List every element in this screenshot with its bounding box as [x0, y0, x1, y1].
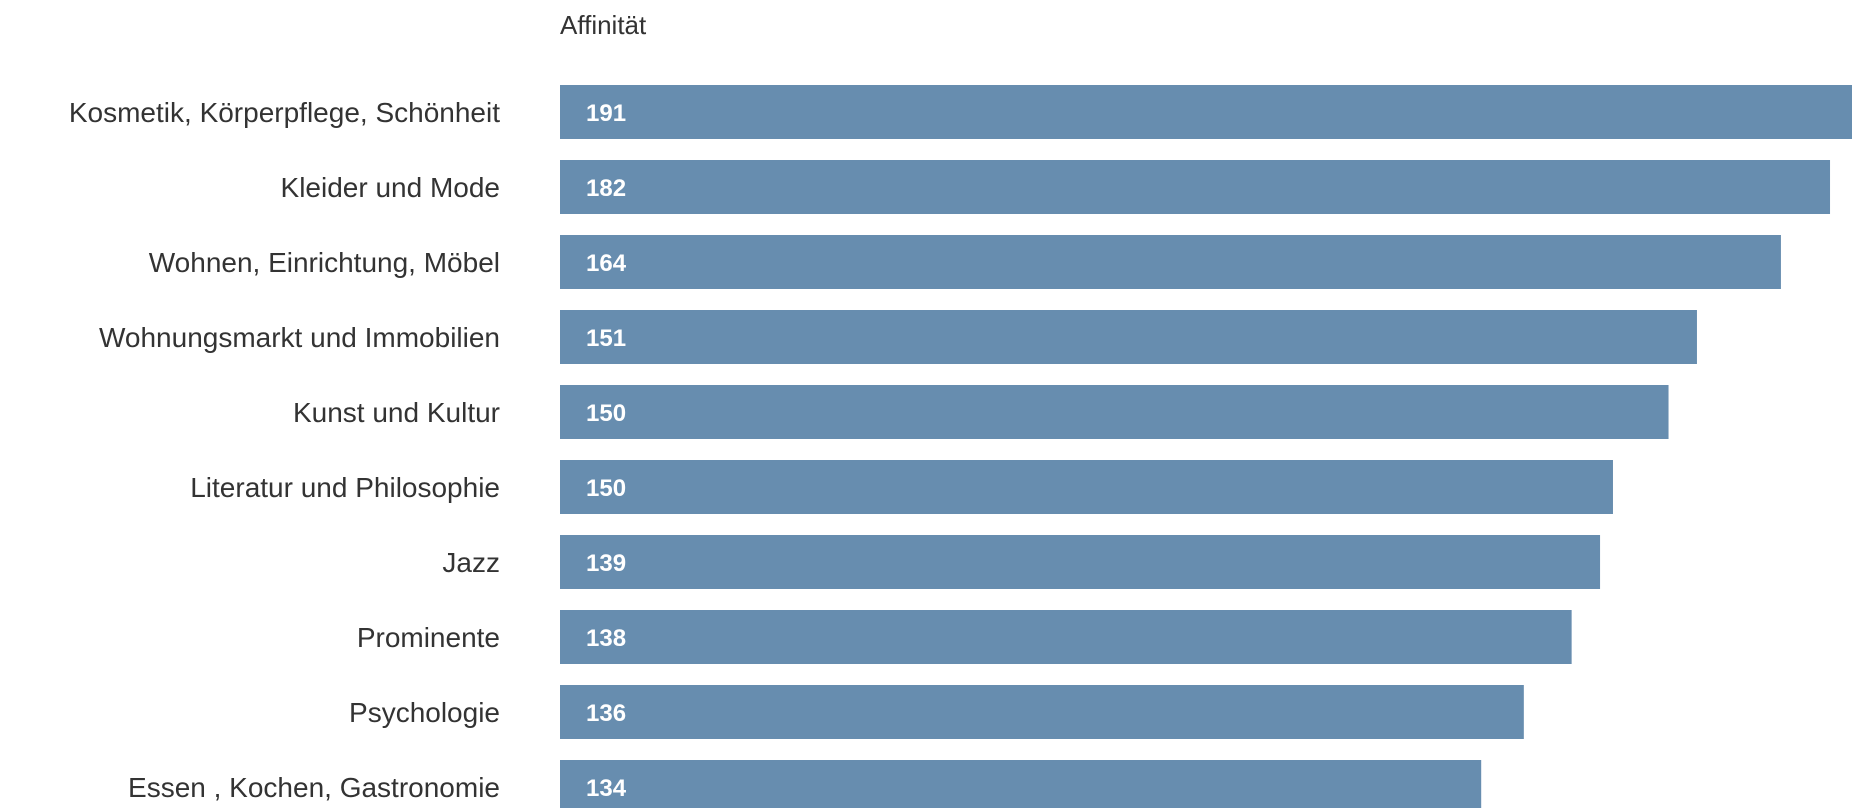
value-label: 164 [586, 250, 627, 277]
chart-title: Affinität [560, 10, 647, 40]
category-label: Wohnen, Einrichtung, Möbel [149, 247, 500, 278]
value-label: 150 [586, 400, 626, 427]
value-label: 138 [586, 625, 626, 652]
category-label: Kleider und Mode [281, 172, 500, 203]
value-label: 136 [586, 700, 626, 727]
category-label: Prominente [357, 622, 500, 653]
category-label: Wohnungsmarkt und Immobilien [99, 322, 500, 353]
bar [560, 85, 1852, 139]
category-label: Kunst und Kultur [293, 397, 500, 428]
bar [560, 460, 1613, 514]
bars-group: Kosmetik, Körperpflege, Schönheit 191 Klei… [69, 85, 1852, 808]
bar [560, 685, 1524, 739]
value-label: 139 [586, 550, 626, 577]
bar [560, 385, 1669, 439]
category-label: Essen , Kochen, Gastronomie [128, 772, 500, 803]
category-label: Kosmetik, Körperpflege, Schönheit [69, 97, 500, 128]
bar [560, 535, 1601, 589]
value-label: 182 [586, 175, 626, 202]
bar [560, 160, 1831, 214]
value-label: 191 [586, 100, 626, 127]
bar [560, 235, 1781, 289]
bar [560, 610, 1572, 664]
value-label: 151 [586, 325, 626, 352]
value-label: 150 [586, 475, 626, 502]
category-label: Psychologie [349, 697, 500, 728]
bar [560, 760, 1482, 808]
value-label: 134 [586, 775, 627, 802]
bar [560, 310, 1697, 364]
category-label: Literatur und Philosophie [190, 472, 500, 503]
category-label: Jazz [442, 547, 500, 578]
